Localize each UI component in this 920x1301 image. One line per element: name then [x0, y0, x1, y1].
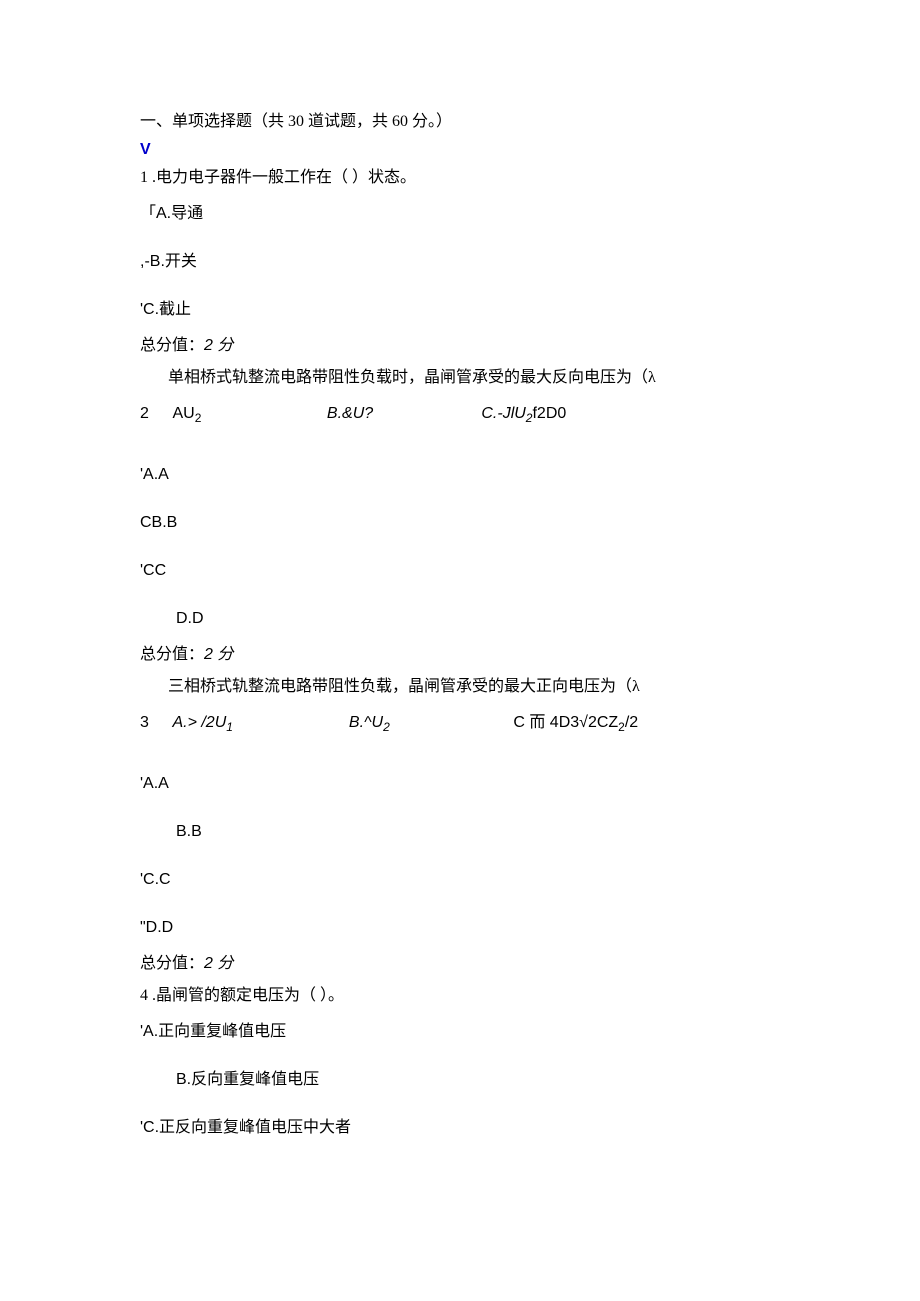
q3-option-b: B.B [140, 820, 780, 844]
q4-option-b: B.反向重复峰值电压 [140, 1068, 780, 1092]
q2-option-d: D.D [140, 607, 780, 631]
q1-text: 1 .电力电子器件一般工作在（ ）状态。 [140, 166, 780, 190]
q2-row-c: C.-JlU2f2D0 [481, 402, 566, 427]
q2-intro: 单相桥式轨整流电路带阻性负载时，晶闸管承受的最大反向电压为（λ [140, 366, 780, 390]
q3-option-d: "D.D [140, 916, 780, 940]
q3-score-value: 2 分 [204, 955, 233, 972]
q3-row-a-prefix: A.> /2U [172, 711, 226, 735]
q3-option-a: 'A.A [140, 772, 780, 796]
question-3: 三相桥式轨整流电路带阻性负载，晶闸管承受的最大正向电压为（λ 3 A.> /2U… [140, 675, 780, 976]
q3-row-c-prefix: C 而 4D3√2CZ [513, 711, 618, 735]
q3-row-b-prefix: B.^U [349, 711, 383, 735]
q3-row-a: A.> /2U1 [172, 711, 344, 736]
q2-option-b: CB.B [140, 511, 780, 535]
q2-score-value: 2 分 [204, 646, 233, 663]
q1-option-a: 「A.导通 [140, 202, 780, 226]
q2-row-c-prefix: C.-JlU [481, 402, 525, 426]
section-title: 一、单项选择题（共 30 道试题，共 60 分。） [140, 110, 780, 134]
q2-score-label: 总分值： [140, 646, 204, 663]
q3-row-a-sub: 1 [226, 718, 233, 736]
q4-option-a: 'A.正向重复峰值电压 [140, 1020, 780, 1044]
q3-row-c-sub: 2 [618, 718, 625, 736]
q2-option-a: 'A.A [140, 463, 780, 487]
q3-option-c: 'C.C [140, 868, 780, 892]
q2-num: 2 [140, 402, 168, 426]
question-2: 单相桥式轨整流电路带阻性负载时，晶闸管承受的最大反向电压为（λ 2 AU2 B.… [140, 366, 780, 667]
q3-num: 3 [140, 711, 168, 735]
q3-intro: 三相桥式轨整流电路带阻性负载，晶闸管承受的最大正向电压为（λ [140, 675, 780, 699]
q3-score: 总分值：2 分 [140, 952, 780, 976]
q1-score-label: 总分值： [140, 337, 204, 354]
q2-answer-row: 2 AU2 B.&U? C.-JlU2f2D0 [140, 402, 780, 427]
q3-answer-row: 3 A.> /2U1 B.^U2 C 而 4D3√2CZ2/2 [140, 711, 780, 736]
q3-score-label: 总分值： [140, 955, 204, 972]
q1-option-b: ,-B.开关 [140, 250, 780, 274]
q2-row-a: AU2 [172, 402, 322, 427]
q2-option-c: 'CC [140, 559, 780, 583]
q2-score: 总分值：2 分 [140, 643, 780, 667]
q4-option-c: 'C.正反向重复峰值电压中大者 [140, 1116, 780, 1140]
q3-row-b-sub: 2 [383, 718, 390, 736]
question-4: 4 .晶闸管的额定电压为（ ）。 'A.正向重复峰值电压 B.反向重复峰值电压 … [140, 984, 780, 1140]
q4-text: 4 .晶闸管的额定电压为（ ）。 [140, 984, 780, 1008]
q2-row-c-sub: 2 [526, 409, 533, 427]
q3-row-c-suffix: /2 [625, 711, 638, 735]
q1-score-value: 2 分 [204, 337, 233, 354]
q3-row-b: B.^U2 [349, 711, 509, 736]
q2-row-c-suffix: f2D0 [532, 402, 566, 426]
q2-row-a-sub: 2 [195, 409, 202, 427]
q1-option-c: 'C.截止 [140, 298, 780, 322]
question-1: 1 .电力电子器件一般工作在（ ）状态。 「A.导通 ,-B.开关 'C.截止 … [140, 166, 780, 358]
v-mark: V [140, 138, 780, 162]
q3-row-c: C 而 4D3√2CZ2/2 [513, 711, 638, 736]
q1-score: 总分值：2 分 [140, 334, 780, 358]
q2-row-a-prefix: AU [172, 402, 194, 426]
q2-row-b: B.&U? [327, 402, 477, 426]
